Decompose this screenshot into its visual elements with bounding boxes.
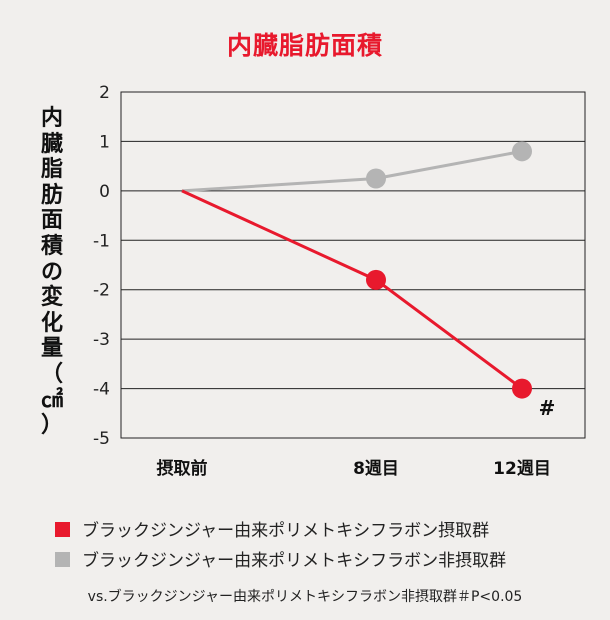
x-tick-label: 12週目 bbox=[493, 459, 551, 479]
y-axis-label-char: 脂 bbox=[40, 157, 63, 183]
annotation-layer: # bbox=[539, 396, 556, 420]
legend-item-treated: ブラックジンジャー由来ポリメトキシフラボン摂取群 bbox=[55, 516, 489, 541]
y-axis-label-char: 積 bbox=[40, 233, 63, 259]
y-axis-label-char: の bbox=[40, 259, 63, 285]
chart-title: 内臓脂肪面積 bbox=[226, 31, 383, 60]
data-point bbox=[512, 378, 532, 399]
y-tick-label: -3 bbox=[93, 330, 110, 350]
legend-swatch-treated bbox=[55, 522, 70, 537]
series-layer bbox=[181, 141, 532, 399]
data-point bbox=[366, 269, 386, 290]
grid-layer bbox=[120, 91, 586, 439]
y-axis-label-char: 臓 bbox=[40, 131, 63, 157]
x-tick-label: 8週目 bbox=[353, 459, 399, 479]
y-axis-label: 内臓脂肪面積の変化量（㎠） bbox=[36, 106, 68, 439]
y-tick-label: 0 bbox=[99, 182, 110, 202]
y-tick-label: 2 bbox=[99, 83, 110, 103]
x-tick-labels: 摂取前 8週目 12週目 bbox=[157, 458, 551, 479]
y-axis-label-char: 肪 bbox=[40, 182, 63, 208]
y-axis-label-char: 化 bbox=[40, 310, 63, 336]
y-axis-label-char: ） bbox=[40, 413, 63, 439]
series-line bbox=[181, 149, 523, 193]
legend-label-control: ブラックジンジャー由来ポリメトキシフラボン非摂取群 bbox=[82, 551, 507, 571]
y-axis-label-char: 量 bbox=[40, 336, 63, 362]
y-tick-label: -1 bbox=[93, 231, 110, 251]
y-axis-label-char: ㎠ bbox=[40, 387, 63, 413]
y-tick-labels: 2 1 0 -1 -2 -3 -4 -5 bbox=[93, 83, 110, 449]
y-tick-label: -4 bbox=[93, 380, 110, 400]
y-tick-label: -2 bbox=[93, 281, 110, 301]
x-tick-label: 摂取前 bbox=[157, 458, 208, 479]
legend-item-control: ブラックジンジャー由来ポリメトキシフラボン非摂取群 bbox=[55, 546, 506, 571]
y-axis-label-char: 変 bbox=[40, 285, 63, 311]
y-axis-label-char: 面 bbox=[40, 208, 63, 234]
y-tick-label: -5 bbox=[93, 429, 110, 449]
significance-note: vs.ブラックジンジャー由来ポリメトキシフラボン非摂取群＃P<0.05 bbox=[87, 589, 523, 605]
legend-label-treated: ブラックジンジャー由来ポリメトキシフラボン摂取群 bbox=[82, 521, 490, 541]
y-tick-label: 1 bbox=[99, 132, 110, 152]
data-point bbox=[512, 141, 532, 162]
significance-mark: # bbox=[539, 396, 556, 420]
legend-swatch-control bbox=[55, 552, 70, 567]
y-axis-label-char: （ bbox=[40, 361, 63, 387]
data-point bbox=[366, 168, 386, 189]
y-axis-label-char: 内 bbox=[40, 106, 63, 131]
